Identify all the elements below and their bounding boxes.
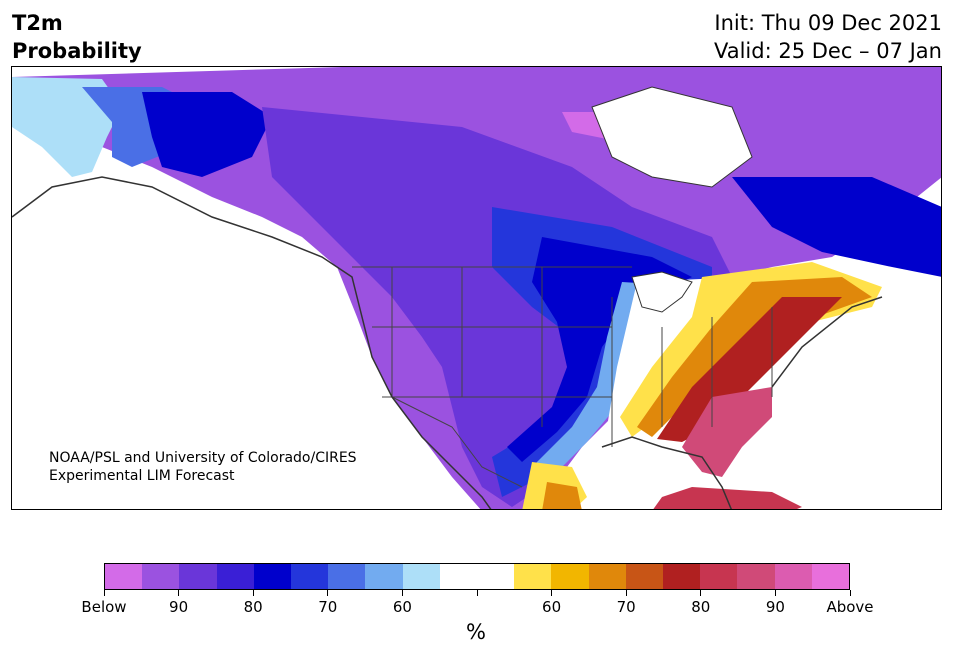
legend-tick [178, 590, 180, 596]
great-lakes [631, 271, 693, 313]
credit-line-1: NOAA/PSL and University of Colorado/CIRE… [49, 450, 357, 466]
legend-color-segment [477, 564, 515, 589]
contour-central-indigo [262, 107, 732, 507]
init-date: Init: Thu 09 Dec 2021 [714, 11, 942, 35]
legend-tick [700, 590, 702, 596]
political-boundaries [352, 266, 773, 488]
valid-range: Valid: 25 Dec – 07 Jan [713, 39, 942, 63]
forecast-info: Init: Thu 09 Dec 2021 Valid: 25 Dec – 07… [714, 9, 942, 65]
contour-labrador-blue [732, 177, 941, 277]
legend-color-segment [663, 564, 701, 589]
legend-color-segment [514, 564, 552, 589]
legend-color-segment [253, 564, 292, 589]
legend-tick [551, 590, 553, 596]
legend-color-segment [588, 564, 626, 589]
legend-color-segment [179, 564, 217, 589]
legend-tick-label: 80 [691, 598, 711, 616]
contour-alaska-lightblue [12, 77, 122, 177]
legend-tick-label: 70 [616, 598, 636, 616]
contour-mexico-orange [542, 482, 582, 509]
legend-tick [625, 590, 627, 596]
contour-caribbean-red [653, 487, 802, 509]
legend-tick-label: 90 [169, 598, 189, 616]
legend-tick [327, 590, 329, 596]
legend-tick-label: 60 [542, 598, 562, 616]
contour-southeast-magenta [682, 387, 772, 477]
legend-tick-label: Above [826, 598, 874, 616]
probability-map [11, 66, 942, 510]
legend-tick-label: 60 [392, 598, 412, 616]
credit-line-2: Experimental LIM Forecast [49, 468, 235, 484]
legend-color-segment [328, 564, 366, 589]
legend-unit: % [466, 620, 486, 644]
legend-color-segment [105, 564, 143, 589]
legend-color-segment [551, 564, 589, 589]
hudson-bay [591, 86, 753, 188]
legend-color-segment [439, 564, 478, 589]
legend-color-segment [291, 564, 329, 589]
legend-tick [401, 590, 403, 596]
legend-color-segment [625, 564, 664, 589]
title-line-2: Probability [12, 39, 142, 63]
legend-tick-label: 80 [243, 598, 263, 616]
coastlines [12, 176, 883, 509]
legend-color-segment [774, 564, 812, 589]
legend-color-segment [142, 564, 180, 589]
legend-tick-label: Below [81, 598, 127, 616]
title-line-1: T2m [12, 11, 63, 35]
legend-tick-label: 70 [318, 598, 338, 616]
legend-tick [774, 590, 776, 596]
legend-color-segment [216, 564, 254, 589]
legend-tick [103, 590, 105, 596]
contour-alaska-deepblue [142, 92, 272, 177]
map-credit: NOAA/PSL and University of Colorado/CIRE… [49, 449, 357, 485]
legend-color-segment [700, 564, 738, 589]
legend-color-segment [737, 564, 775, 589]
map-canvas [12, 67, 941, 509]
legend-tick [476, 590, 478, 596]
legend-color-segment [365, 564, 403, 589]
legend-tick-label: 90 [765, 598, 785, 616]
map-title: T2m Probability [12, 9, 142, 65]
color-legend-bar [104, 563, 850, 590]
legend-tick [849, 590, 851, 596]
legend-color-segment [402, 564, 440, 589]
legend-tick [252, 590, 254, 596]
contour-east-red [657, 297, 842, 442]
legend-color-segment [811, 564, 850, 589]
